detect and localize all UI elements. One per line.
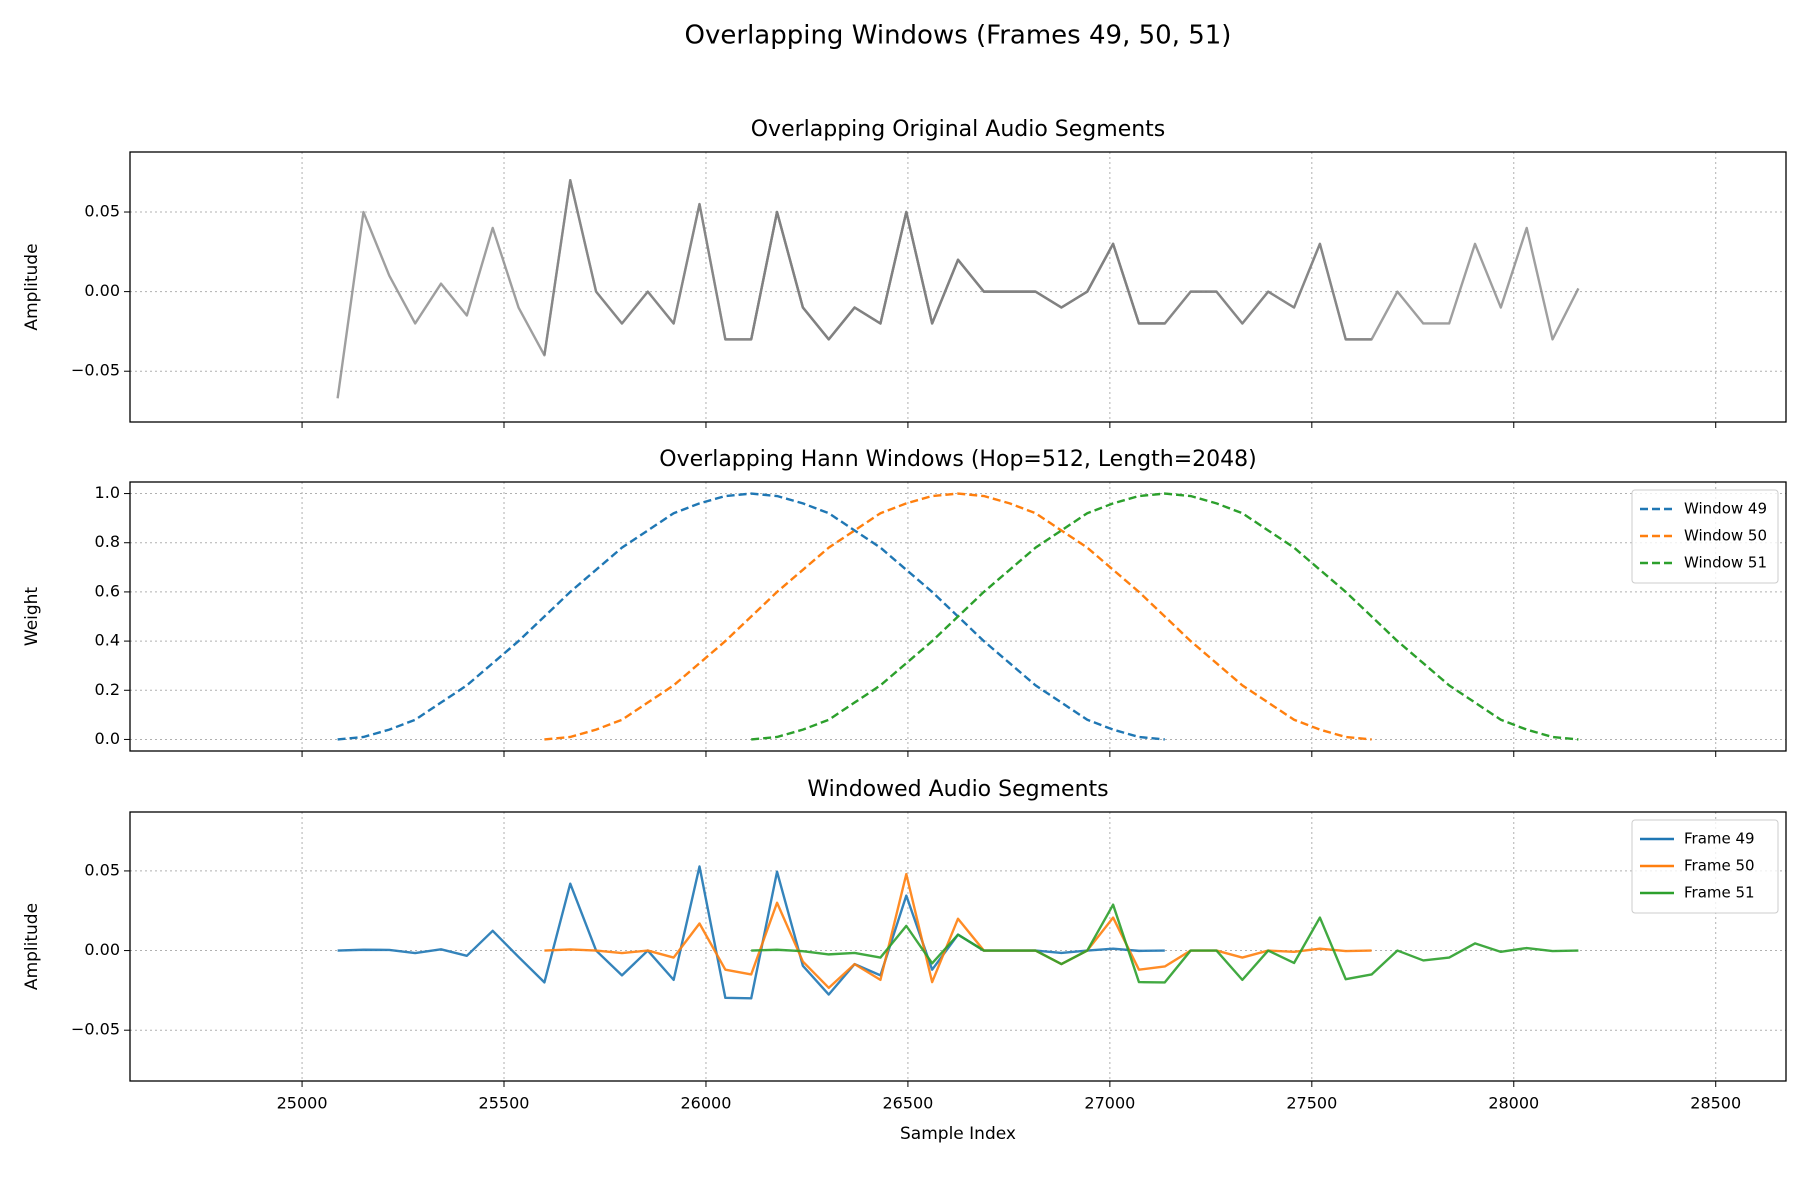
- y-tick-label: 1.0: [95, 483, 120, 502]
- legend-label: Window 49: [1684, 500, 1767, 518]
- x-tick-label: 27500: [1286, 1094, 1337, 1113]
- subplot: 0.0 0.2 0.4 0.6 0.8 1.0 Overlapping Hann Windo…: [22, 447, 1787, 757]
- axes-frame: [129, 481, 1787, 752]
- x-tick-label: 25500: [479, 1094, 530, 1113]
- data-line: [544, 872, 1372, 990]
- y-tick-label: 0.8: [95, 532, 120, 551]
- x-tick-label: 25000: [277, 1094, 328, 1113]
- y-tick-label: 0.2: [95, 680, 120, 699]
- data-line: [544, 492, 1372, 741]
- legend: Window 49 Window 50 Window 51: [1631, 489, 1779, 584]
- x-tick-label: 28000: [1488, 1094, 1539, 1113]
- x-axis-label: Sample Index: [900, 1124, 1016, 1144]
- y-axis-label: Amplitude: [22, 243, 42, 330]
- axes-frame: [129, 811, 1787, 1082]
- y-axis-label: Amplitude: [22, 903, 42, 990]
- subplot-title: Overlapping Original Audio Segments: [751, 117, 1166, 142]
- y-tick-label: 0.00: [84, 281, 120, 300]
- y-axis-label: Weight: [22, 587, 42, 647]
- axes-frame: [129, 151, 1787, 423]
- data-line: [751, 492, 1579, 741]
- subplot: −0.05 0.00 0.05 Overlapping Original Audio …: [22, 117, 1787, 428]
- legend-box: [1631, 819, 1779, 914]
- y-tick-label: 0.4: [95, 631, 120, 650]
- legend: Frame 49 Frame 50 Frame 51: [1631, 819, 1779, 914]
- data-line: [751, 903, 1579, 984]
- y-tick-label: 0.05: [84, 860, 120, 879]
- data-line: [337, 492, 1165, 741]
- legend-label: Frame 49: [1684, 830, 1755, 848]
- y-tick-label: 0.6: [95, 581, 120, 600]
- legend-label: Window 50: [1684, 527, 1767, 545]
- y-tick-label: 0.05: [84, 202, 120, 221]
- legend-label: Frame 51: [1684, 884, 1755, 902]
- legend-label: Window 51: [1684, 554, 1767, 572]
- subplot: 25000 25500 26000 26500 27000 27500 28000 28500…: [22, 777, 1787, 1144]
- y-tick-label: −0.05: [71, 361, 120, 380]
- legend-label: Frame 50: [1684, 857, 1755, 875]
- x-tick-label: 28500: [1690, 1094, 1741, 1113]
- y-tick-label: 0.0: [95, 729, 120, 748]
- data-line: [750, 210, 1580, 341]
- y-tick-label: −0.05: [71, 1020, 120, 1039]
- subplot-title: Overlapping Hann Windows (Hop=512, Lengt…: [659, 447, 1256, 472]
- legend-box: [1631, 489, 1779, 584]
- figure-title: Overlapping Windows (Frames 49, 50, 51): [685, 21, 1232, 51]
- x-tick-label: 27000: [1084, 1094, 1135, 1113]
- x-tick-label: 26000: [681, 1094, 732, 1113]
- y-tick-label: 0.00: [84, 940, 120, 959]
- x-tick-label: 26500: [882, 1094, 933, 1113]
- subplot-title: Windowed Audio Segments: [807, 777, 1108, 802]
